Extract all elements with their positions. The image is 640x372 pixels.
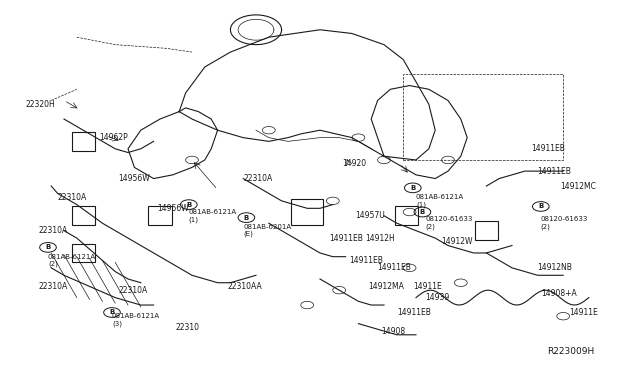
Text: 22310A: 22310A	[58, 193, 87, 202]
Text: B: B	[244, 215, 249, 221]
Text: 14911EB: 14911EB	[330, 234, 364, 243]
Text: B: B	[410, 185, 415, 191]
Text: B: B	[420, 209, 425, 215]
Text: R223009H: R223009H	[547, 347, 595, 356]
Text: 14912W: 14912W	[442, 237, 473, 246]
Text: 22320H: 22320H	[26, 100, 55, 109]
Text: B: B	[186, 202, 191, 208]
Text: 22310A: 22310A	[38, 282, 68, 291]
Text: 14939: 14939	[426, 293, 450, 302]
Text: 14912MA: 14912MA	[368, 282, 404, 291]
Text: B: B	[109, 310, 115, 315]
Text: 14908+A: 14908+A	[541, 289, 577, 298]
Text: 081AB-6121A
(2): 081AB-6121A (2)	[48, 254, 96, 267]
Bar	[72, 244, 95, 262]
Text: 14912MC: 14912MC	[560, 182, 596, 190]
Text: 14911EB: 14911EB	[349, 256, 383, 265]
Text: 081AB-6121A
(1): 081AB-6121A (1)	[416, 194, 464, 208]
Text: 14911EB: 14911EB	[538, 167, 572, 176]
Text: 14956W: 14956W	[118, 174, 150, 183]
Text: 08120-61633
(2): 08120-61633 (2)	[426, 217, 473, 230]
Bar	[395, 206, 418, 225]
Text: 081AB-6121A
(1): 081AB-6121A (1)	[189, 209, 237, 222]
Text: B: B	[538, 203, 543, 209]
Text: 08120-61633
(2): 08120-61633 (2)	[541, 217, 588, 230]
Text: 14911EB: 14911EB	[531, 144, 565, 153]
Text: 14962P: 14962P	[99, 133, 128, 142]
Text: 14912H: 14912H	[365, 234, 394, 243]
Bar	[72, 132, 95, 151]
Text: 14911E: 14911E	[413, 282, 442, 291]
Text: 14957U: 14957U	[355, 211, 385, 220]
Text: 14911E: 14911E	[570, 308, 598, 317]
Text: 14956W: 14956W	[157, 204, 189, 213]
Bar	[148, 206, 172, 225]
Text: 14908: 14908	[381, 327, 405, 336]
Text: 14911EB: 14911EB	[378, 263, 412, 272]
Bar	[475, 221, 498, 240]
Text: 14912NB: 14912NB	[538, 263, 572, 272]
Text: 22310AA: 22310AA	[227, 282, 262, 291]
Text: B: B	[45, 244, 51, 250]
Text: 22310A: 22310A	[38, 226, 68, 235]
Text: 14920: 14920	[342, 159, 367, 168]
Text: 22310A: 22310A	[243, 174, 273, 183]
Text: 22310A: 22310A	[118, 286, 148, 295]
Bar	[72, 206, 95, 225]
Bar	[291, 199, 323, 225]
Text: 14911EB: 14911EB	[397, 308, 431, 317]
Text: 081AB-6201A
(E): 081AB-6201A (E)	[243, 224, 291, 237]
Text: 081AB-6121A
(3): 081AB-6121A (3)	[112, 313, 160, 327]
Text: 22310: 22310	[176, 323, 200, 332]
